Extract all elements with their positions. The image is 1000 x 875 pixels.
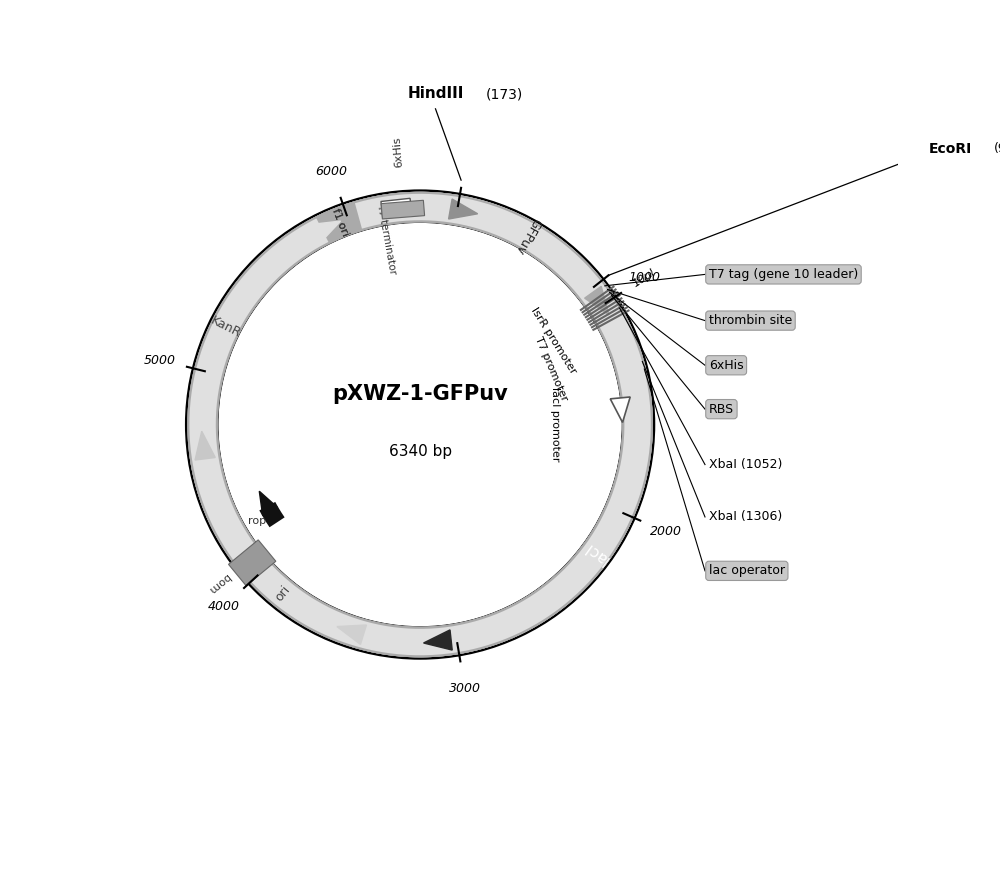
Polygon shape (311, 221, 341, 242)
Text: 10μl: 10μl (631, 267, 657, 289)
Bar (381, 200, 425, 219)
Text: lacI promoter: lacI promoter (550, 387, 560, 461)
Text: (909): (909) (994, 143, 1000, 156)
Text: f1 ori: f1 ori (330, 207, 350, 238)
Text: pXWZ-1-GFPuv: pXWZ-1-GFPuv (332, 384, 508, 403)
Text: EcoRI: EcoRI (928, 142, 972, 156)
Text: rop: rop (248, 515, 266, 526)
Text: KanR: KanR (208, 314, 243, 340)
Polygon shape (585, 286, 609, 315)
Bar (381, 199, 412, 219)
Text: 1000: 1000 (628, 271, 660, 284)
Text: HindIII: HindIII (407, 86, 464, 102)
Text: 2000: 2000 (650, 525, 682, 538)
Text: bom: bom (205, 571, 231, 595)
Text: XbaI (1306): XbaI (1306) (709, 510, 782, 523)
Text: T7 tag (gene 10 leader): T7 tag (gene 10 leader) (709, 268, 858, 281)
Text: 6xHis: 6xHis (392, 136, 405, 168)
Polygon shape (337, 625, 366, 644)
Text: T7 promoter: T7 promoter (533, 335, 569, 402)
Text: 5000: 5000 (144, 354, 176, 367)
Text: lac operator: lac operator (709, 564, 785, 578)
Text: lacI: lacI (581, 539, 611, 566)
Text: 6xHis: 6xHis (709, 359, 743, 372)
Polygon shape (259, 491, 278, 515)
Text: ori: ori (273, 583, 293, 604)
Polygon shape (195, 431, 215, 460)
Text: thrombin site: thrombin site (709, 314, 792, 327)
Text: T7 terminator: T7 terminator (375, 203, 398, 275)
Text: 6340 bp: 6340 bp (389, 444, 452, 459)
Text: GFPuv: GFPuv (512, 215, 543, 256)
Polygon shape (610, 397, 630, 423)
Text: lsrR promoter: lsrR promoter (529, 305, 578, 375)
Text: 6000: 6000 (316, 165, 348, 178)
Text: RBS: RBS (709, 402, 734, 416)
Polygon shape (449, 199, 478, 219)
Text: 3000: 3000 (449, 682, 481, 696)
Bar (228, 540, 276, 585)
Text: f1 ori: f1 ori (330, 207, 350, 238)
Polygon shape (424, 630, 452, 650)
Text: 4000: 4000 (208, 600, 240, 613)
Text: (173): (173) (486, 88, 523, 102)
Text: XbaI (1052): XbaI (1052) (709, 458, 782, 471)
